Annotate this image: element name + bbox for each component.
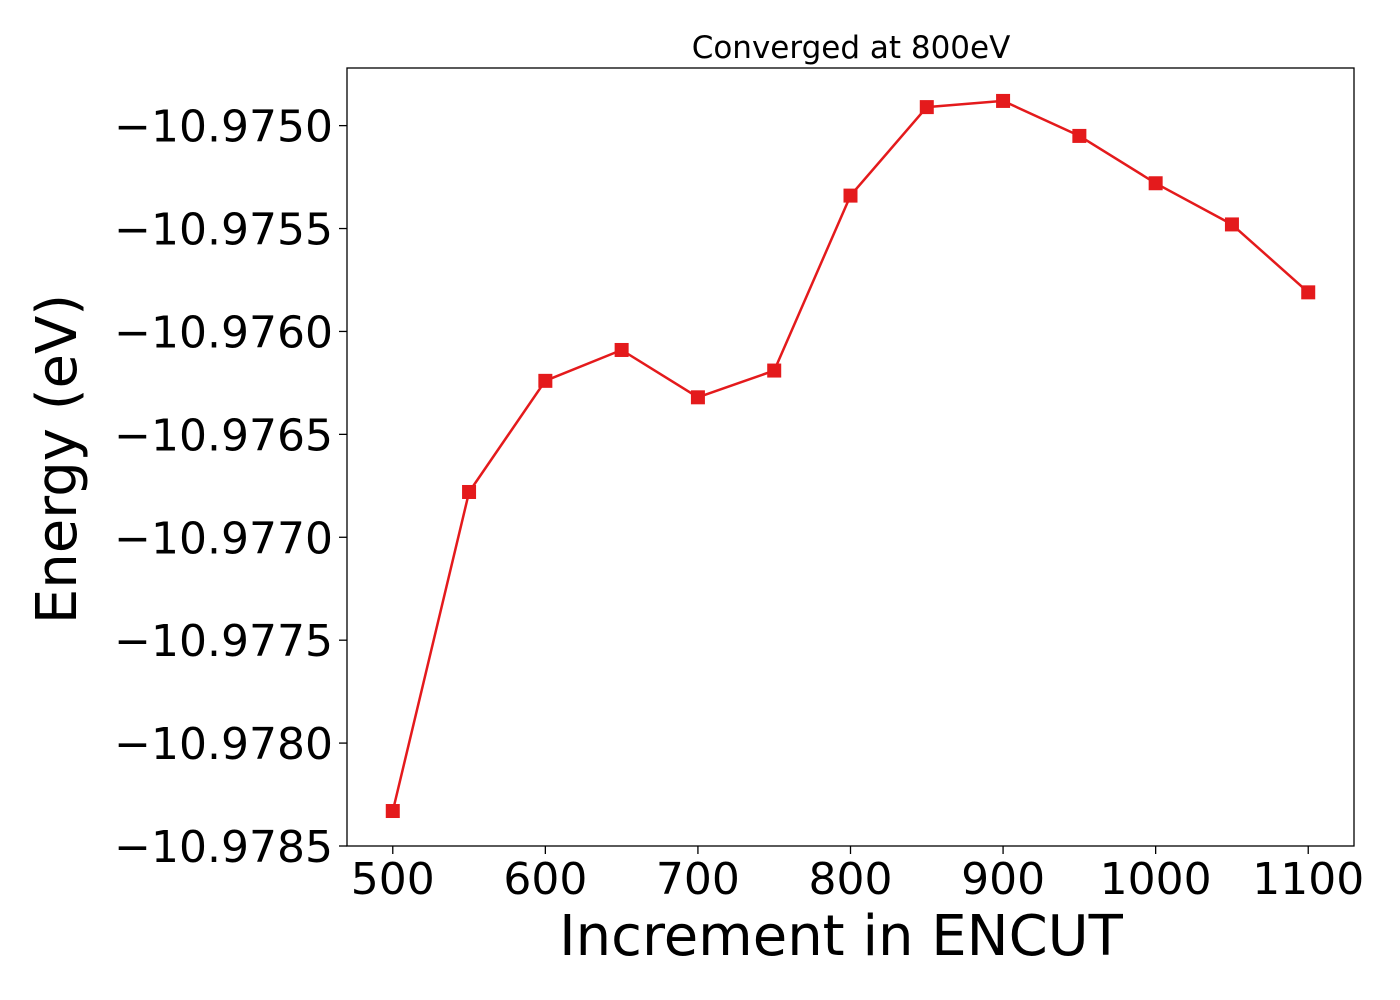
y-tick-label: −10.9760 — [114, 307, 333, 358]
y-axis-label: Energy (eV) — [25, 294, 90, 624]
data-point-marker — [919, 100, 934, 115]
y-tick-label: −10.9765 — [114, 410, 333, 461]
x-tick-label: 1000 — [1100, 854, 1212, 905]
plot-area-frame — [346, 67, 1355, 847]
data-point-marker — [690, 390, 705, 405]
y-tick-label: −10.9755 — [114, 205, 333, 256]
x-axis-label: Increment in ENCUT — [559, 904, 1124, 969]
y-tick-label: −10.9775 — [114, 616, 333, 667]
x-tick-label: 800 — [809, 854, 893, 905]
data-point-marker — [767, 363, 782, 378]
data-point-marker — [385, 804, 400, 819]
y-tick-label: −10.9750 — [114, 102, 333, 153]
plot-series — [385, 93, 1316, 819]
data-point-marker — [996, 93, 1011, 108]
data-point-marker — [614, 342, 629, 357]
y-tick-label: −10.9785 — [114, 822, 333, 873]
data-point-marker — [843, 188, 858, 203]
chart-title: Converged at 800eV — [692, 30, 1011, 66]
x-tick-label: 900 — [961, 854, 1045, 905]
x-axis: 500 600 700 800 900 1000 1100 — [351, 846, 1364, 905]
data-point-marker — [1224, 217, 1239, 232]
x-tick-label: 1100 — [1252, 854, 1364, 905]
x-tick-label: 500 — [351, 854, 435, 905]
x-tick-label: 700 — [656, 854, 740, 905]
y-tick-label: −10.9780 — [114, 719, 333, 770]
data-point-marker — [1072, 128, 1087, 143]
data-point-marker — [1148, 176, 1163, 191]
data-point-marker — [538, 373, 553, 388]
y-axis: −10.9785 −10.9780 −10.9775 −10.9770 −10.9765… — [114, 102, 347, 873]
data-point-marker — [1301, 285, 1316, 300]
y-tick-label: −10.9770 — [114, 513, 333, 564]
data-point-marker — [462, 484, 477, 499]
x-tick-label: 600 — [503, 854, 587, 905]
